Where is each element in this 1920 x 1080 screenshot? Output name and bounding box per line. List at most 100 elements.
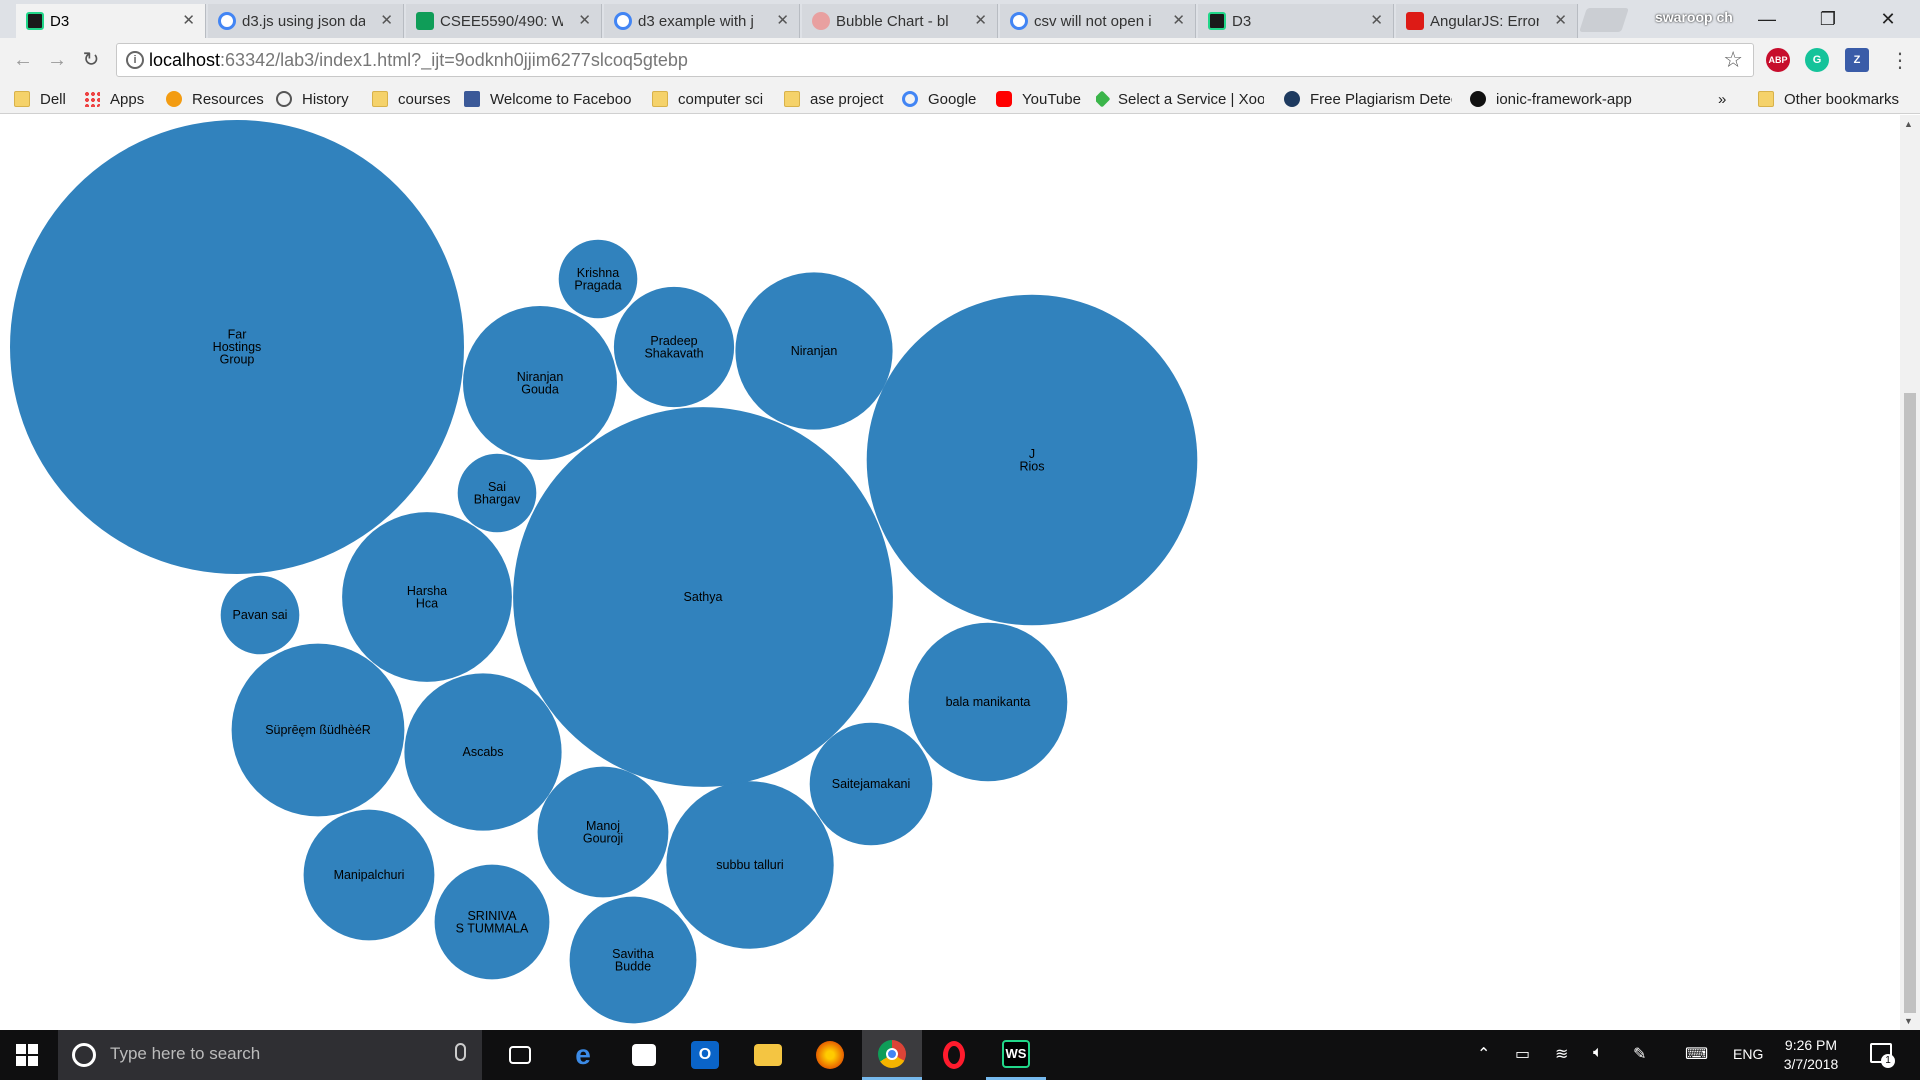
close-icon[interactable]: ✕ [974, 12, 987, 29]
task-view-button[interactable] [490, 1030, 550, 1080]
bookmark-other[interactable]: Other bookmarks [1758, 88, 1908, 110]
pen-workspace-icon[interactable]: ✎ [1633, 1046, 1647, 1063]
bubble-label: Pradeep [650, 334, 697, 348]
bubble-label: Krishna [577, 266, 619, 280]
taskbar-file-explorer[interactable] [738, 1030, 798, 1080]
scroll-up-arrow-icon[interactable]: ▲ [1904, 119, 1913, 129]
bookmark-label: YouTube [1022, 90, 1081, 108]
close-icon[interactable]: ✕ [578, 12, 591, 29]
microphone-icon[interactable] [455, 1043, 466, 1061]
close-icon[interactable]: ✕ [1554, 12, 1567, 29]
bookmark-history[interactable]: History [276, 88, 366, 110]
tab-d3-json[interactable]: d3.js using json da ✕ [208, 4, 404, 38]
close-window-button[interactable]: ✕ [1880, 9, 1896, 29]
close-icon[interactable]: ✕ [776, 12, 789, 29]
bookmark-label: ionic-framework-app [1496, 90, 1632, 108]
bookmark-youtube[interactable]: YouTube [996, 88, 1086, 110]
bubble-circle [866, 294, 1198, 626]
bookmarks-overflow-button[interactable]: » [1718, 90, 1727, 108]
bookmark-label: Resources [192, 90, 264, 108]
google-icon [1010, 12, 1028, 30]
forward-arrow-icon[interactable]: → [47, 49, 67, 71]
taskbar-edge[interactable]: e [553, 1030, 613, 1080]
windows-start-icon[interactable] [16, 1044, 38, 1066]
grammarly-icon[interactable]: G [1805, 48, 1829, 72]
bookmark-computer-sci[interactable]: computer sci [652, 88, 770, 110]
tab-csv[interactable]: csv will not open i ✕ [1000, 4, 1196, 38]
close-icon[interactable]: ✕ [380, 12, 393, 29]
restore-button[interactable]: ❐ [1819, 9, 1837, 29]
new-tab-button[interactable] [1579, 8, 1629, 32]
vertical-scrollbar[interactable]: ▲ ▼ [1900, 115, 1920, 1030]
bookmark-xoom[interactable]: Select a Service | Xoo [1096, 88, 1264, 110]
tab-angularjs[interactable]: AngularJS: Error R ✕ [1396, 4, 1578, 38]
bookmark-github[interactable]: ionic-framework-app [1470, 88, 1640, 110]
taskbar-webstorm[interactable]: WS [986, 1030, 1046, 1080]
info-icon[interactable]: i [126, 51, 144, 69]
wifi-icon[interactable]: ≋ [1555, 1046, 1569, 1063]
show-hidden-icons-chevron-icon[interactable]: ⌃ [1477, 1046, 1491, 1063]
folder-icon [14, 91, 30, 107]
taskbar-outlook[interactable]: O [675, 1030, 735, 1080]
back-arrow-icon[interactable]: ← [13, 49, 33, 71]
bookmark-google[interactable]: Google [902, 88, 988, 110]
tab-d3-active[interactable]: D3 ✕ [16, 4, 206, 38]
folder-icon [784, 91, 800, 107]
bubble-circle [537, 766, 669, 898]
notification-count-badge: 1 [1881, 1054, 1895, 1068]
page-icon [812, 12, 830, 30]
bookmark-star-icon[interactable]: ☆ [1723, 47, 1743, 72]
address-bar[interactable]: i localhost:63342/lab3/index1.html?_ijt=… [116, 43, 1754, 77]
close-icon[interactable]: ✕ [1370, 12, 1383, 29]
resources-icon [166, 91, 182, 107]
bubble-circle [220, 575, 300, 655]
taskbar-firefox[interactable] [800, 1030, 860, 1080]
tab-bubble-chart[interactable]: Bubble Chart - bl ✕ [802, 4, 998, 38]
url-text[interactable]: localhost:63342/lab3/index1.html?_ijt=9o… [149, 50, 688, 71]
angular-icon [1406, 12, 1424, 30]
apps-grid-icon [84, 91, 100, 107]
bubble-label: bala manikanta [946, 695, 1031, 709]
tab-d3-example[interactable]: d3 example with j ✕ [604, 4, 800, 38]
bubble-label: Manoj [586, 819, 620, 833]
bookmark-apps[interactable]: Apps [84, 88, 154, 110]
bookmark-plagiarism[interactable]: Free Plagiarism Detec [1284, 88, 1452, 110]
bubble-circle [342, 512, 512, 682]
bookmark-resources[interactable]: Resources [166, 88, 266, 110]
reload-icon[interactable]: ↻ [82, 49, 100, 71]
bookmark-courses[interactable]: courses [372, 88, 456, 110]
taskbar-opera[interactable] [924, 1030, 984, 1080]
tab-label: Bubble Chart - bl [836, 12, 949, 30]
scrollbar-thumb[interactable] [1904, 393, 1916, 1013]
close-icon[interactable]: ✕ [1172, 12, 1185, 29]
input-language[interactable]: ENG [1733, 1046, 1764, 1062]
bookmark-facebook[interactable]: Welcome to Faceboo [464, 88, 634, 110]
adblock-plus-icon[interactable]: ABP [1766, 48, 1790, 72]
minimize-button[interactable]: — [1758, 9, 1776, 29]
google-icon [902, 91, 918, 107]
firefox-icon [816, 1041, 844, 1069]
scroll-down-arrow-icon[interactable]: ▼ [1904, 1016, 1913, 1026]
menu-kebab-icon[interactable]: ⋮ [1890, 50, 1910, 72]
volume-icon[interactable]: 🔈︎ [1593, 1044, 1603, 1061]
tab-csee5590[interactable]: CSEE5590/490: W ✕ [406, 4, 602, 38]
bubble-niranjan: Niranjan [735, 272, 893, 430]
system-clock[interactable]: 9:26 PM 3/7/2018 [1766, 1036, 1856, 1074]
close-icon[interactable]: ✕ [182, 12, 195, 29]
bubble-label: Sai [488, 480, 506, 494]
tab-d3-second[interactable]: D3 ✕ [1198, 4, 1394, 38]
taskbar-search-box[interactable]: Type here to search [58, 1030, 482, 1080]
zotero-icon[interactable]: Z [1845, 48, 1869, 72]
bookmark-ase-project[interactable]: ase project [784, 88, 894, 110]
battery-icon[interactable]: ▭ [1515, 1046, 1531, 1063]
webstorm-icon: WS [1002, 1039, 1030, 1068]
taskbar-store[interactable] [614, 1030, 674, 1080]
profile-name[interactable]: swaroop ch [1655, 9, 1733, 25]
bookmark-dell[interactable]: Dell [14, 88, 74, 110]
taskbar-chrome[interactable] [862, 1030, 922, 1080]
history-clock-icon [276, 91, 292, 107]
bubble-label: Niranjan [517, 370, 564, 384]
touch-keyboard-icon[interactable]: ⌨ [1685, 1046, 1709, 1063]
